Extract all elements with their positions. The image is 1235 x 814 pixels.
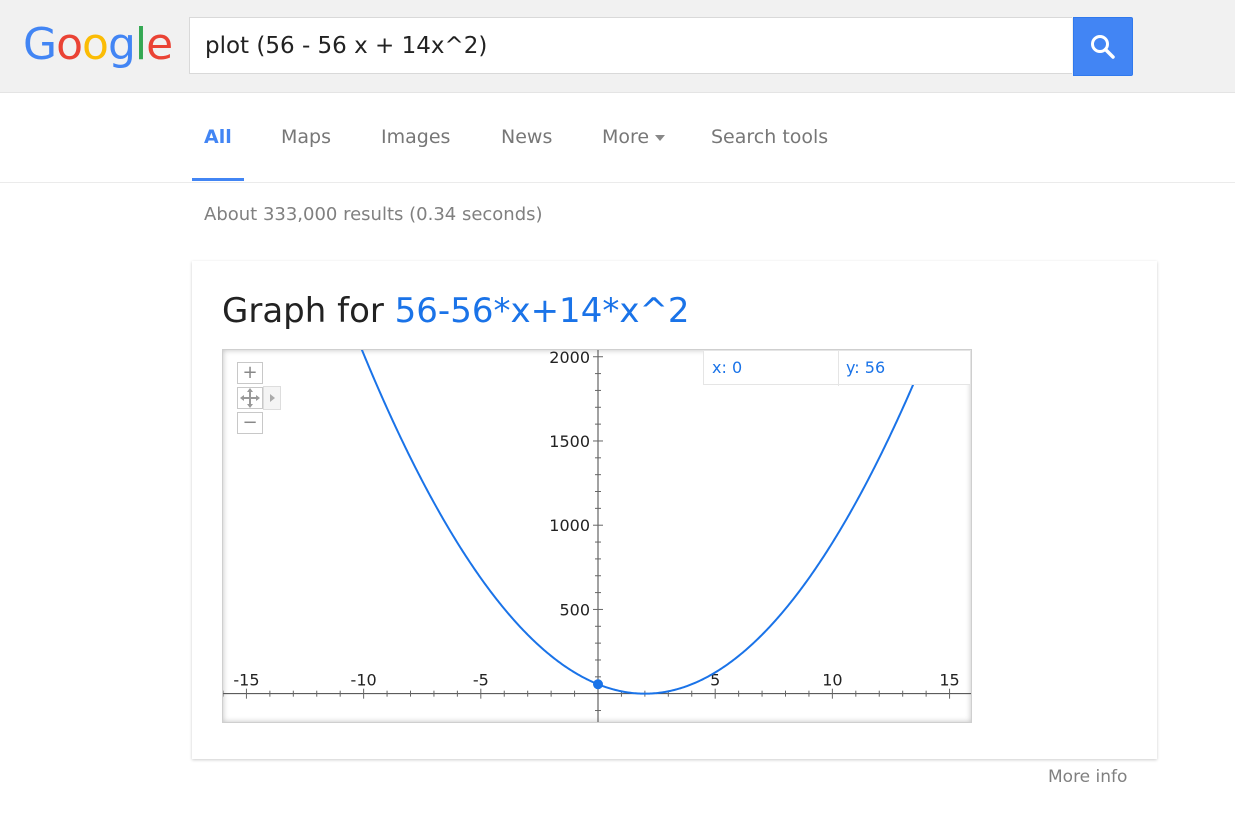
tab-search-tools[interactable]: Search tools xyxy=(711,93,828,181)
tab-more-label: More xyxy=(602,126,650,148)
coordinates-divider xyxy=(838,351,839,386)
tab-news[interactable]: News xyxy=(501,93,552,181)
x-tick-label: 5 xyxy=(710,671,720,690)
zoom-in-button[interactable]: + xyxy=(237,362,263,384)
pan-right-button[interactable] xyxy=(263,386,281,410)
tab-search-tools-label: Search tools xyxy=(711,126,829,148)
chevron-right-icon xyxy=(270,394,275,402)
zoom-controls: + − xyxy=(237,362,281,434)
tab-news-label: News xyxy=(501,126,553,148)
pan-button[interactable] xyxy=(237,387,263,409)
logo-letter: l xyxy=(134,19,147,70)
tab-images[interactable]: Images xyxy=(381,93,450,181)
x-tick-label: -10 xyxy=(351,671,377,690)
graph-title-prefix: Graph for xyxy=(222,291,395,331)
tabs-bar: All Maps Images News More Search tools xyxy=(0,93,1235,183)
graph-card: Graph for 56-56*x+14*x^2 -15 -10 -5 5 10 15 50… xyxy=(192,261,1157,759)
x-coordinate: x: 0 xyxy=(712,358,743,377)
move-icon xyxy=(240,388,260,408)
tab-all-label: All xyxy=(204,126,232,148)
logo-letter: o xyxy=(82,19,109,70)
graph-svg[interactable]: -15 -10 -5 5 10 15 500 1000 1500 2000 xyxy=(223,350,972,723)
logo-letter: e xyxy=(146,19,173,70)
y-tick-label: 500 xyxy=(559,600,590,619)
x-tick-label: -5 xyxy=(473,671,489,690)
y-tick-label: 1000 xyxy=(549,516,590,535)
search-box[interactable] xyxy=(189,17,1072,74)
graph-plot[interactable]: -15 -10 -5 5 10 15 500 1000 1500 2000 + − xyxy=(222,349,972,723)
y-tick-label: 1500 xyxy=(549,432,590,451)
coordinates-readout: x: 0 y: 56 xyxy=(703,350,971,386)
logo-letter: g xyxy=(107,19,136,70)
top-bar: Google xyxy=(0,0,1235,93)
zoom-out-label: − xyxy=(242,412,258,433)
search-button[interactable] xyxy=(1073,17,1133,76)
google-logo[interactable]: Google xyxy=(23,17,173,73)
highlight-point xyxy=(593,679,603,690)
y-tick-label: 2000 xyxy=(549,350,590,367)
x-tick-label: 15 xyxy=(939,671,959,690)
graph-title-expression: 56-56*x+14*x^2 xyxy=(394,291,690,331)
tab-maps[interactable]: Maps xyxy=(281,93,331,181)
zoom-in-label: + xyxy=(242,362,258,383)
y-coordinate: y: 56 xyxy=(846,358,886,377)
logo-letter: o xyxy=(56,19,83,70)
tab-all[interactable]: All xyxy=(192,93,244,181)
more-info-link[interactable]: More info xyxy=(1048,767,1128,787)
tab-more[interactable]: More xyxy=(602,93,666,181)
x-tick-label: -15 xyxy=(233,671,259,690)
chevron-down-icon xyxy=(655,134,666,141)
zoom-out-button[interactable]: − xyxy=(237,412,263,434)
graph-title: Graph for 56-56*x+14*x^2 xyxy=(222,291,690,331)
magnifier-icon xyxy=(1091,34,1115,59)
logo-letter: G xyxy=(23,19,57,70)
result-stats: About 333,000 results (0.34 seconds) xyxy=(204,204,543,225)
search-input[interactable] xyxy=(190,18,1065,73)
x-tick-label: 10 xyxy=(822,671,842,690)
tab-maps-label: Maps xyxy=(281,126,331,148)
tab-images-label: Images xyxy=(381,126,451,148)
